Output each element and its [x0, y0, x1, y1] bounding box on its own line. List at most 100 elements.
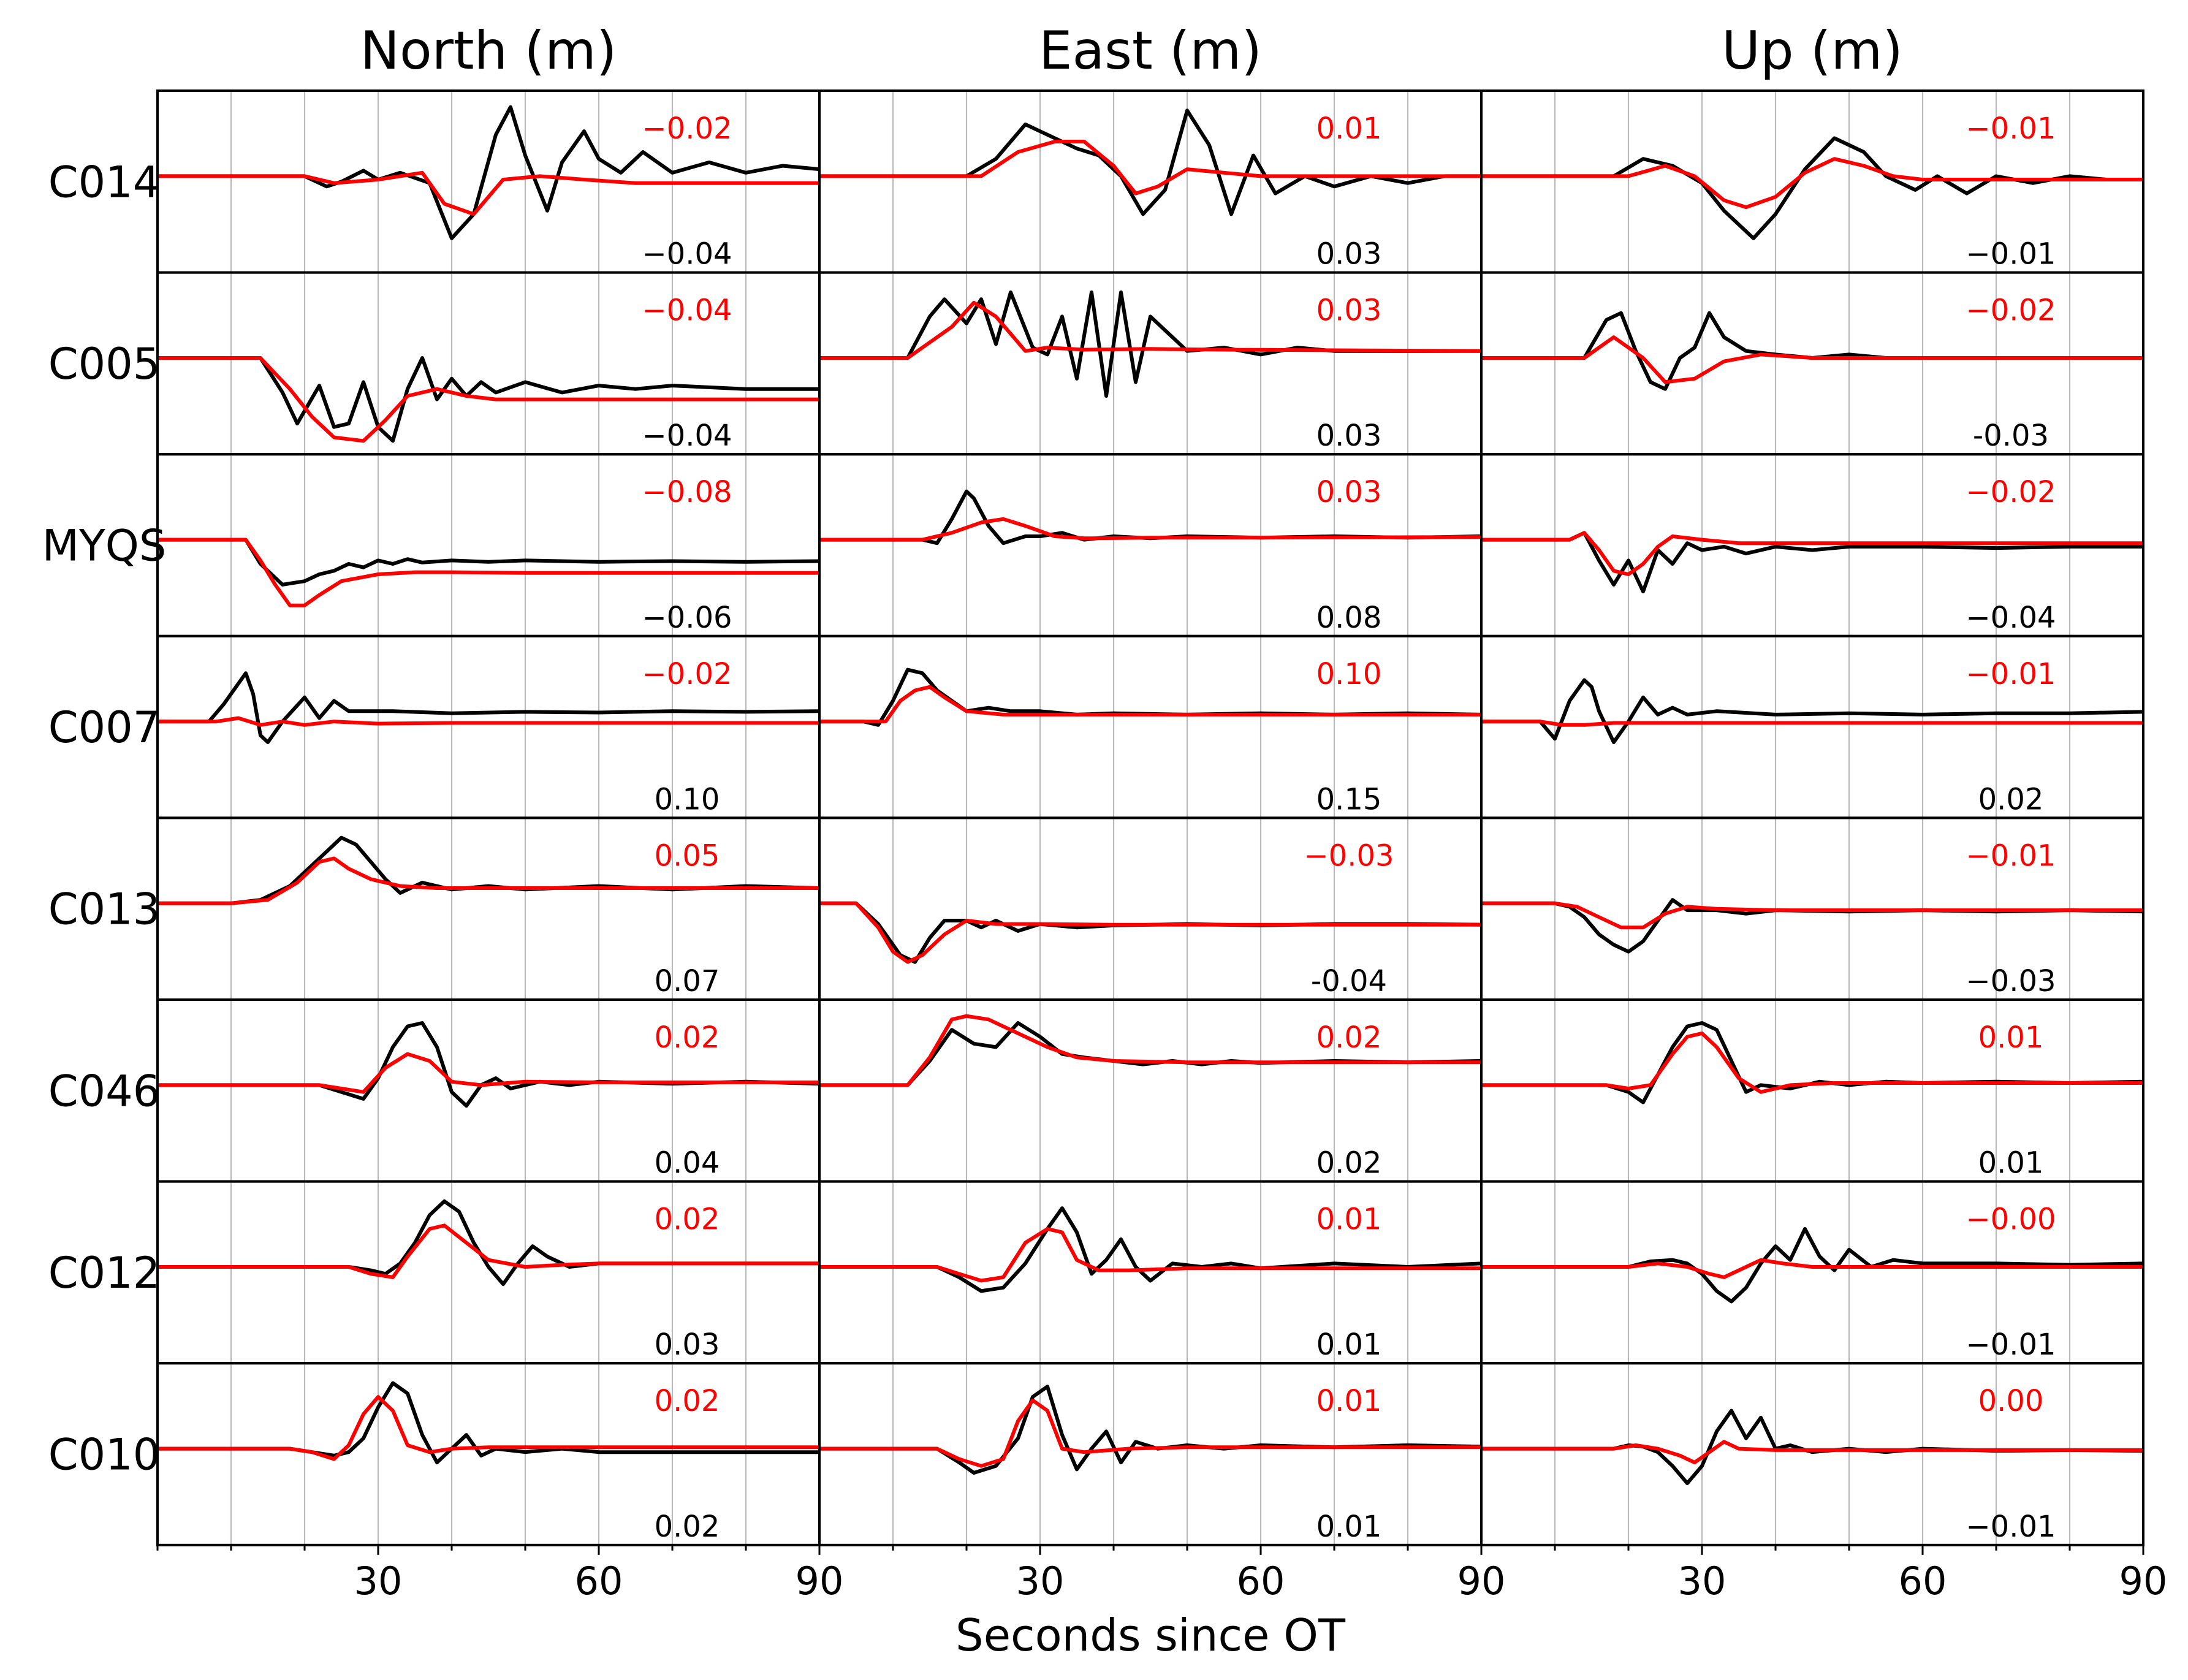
- x-tick-label: 30: [354, 1559, 403, 1603]
- observed-trace: [819, 290, 1481, 398]
- synthetic-trace: [1481, 335, 2143, 384]
- peak-value-observed: -0.04: [1311, 964, 1387, 998]
- panel-c013-north: 0.05 0.07: [156, 816, 821, 1002]
- x-tick-label: 90: [2119, 1559, 2168, 1603]
- x-tick-label: 90: [796, 1559, 844, 1603]
- panel-frame: [818, 634, 1483, 819]
- observed-trace: [158, 835, 820, 905]
- peak-value-synthetic: 0.03: [1316, 475, 1382, 509]
- peak-value-synthetic: 0.10: [1316, 657, 1382, 691]
- observed-trace: [158, 1199, 819, 1287]
- peak-value-synthetic: 0.01: [1316, 1384, 1382, 1418]
- peak-value-synthetic: −0.01: [1966, 657, 2056, 691]
- station-label-c007: C007: [48, 702, 161, 753]
- peak-value-synthetic: −0.01: [1966, 112, 2056, 146]
- panel-c005-east: 0.03 0.03: [818, 271, 1483, 456]
- panel-frame: [818, 1180, 1483, 1365]
- x-tick-label: 60: [1237, 1559, 1285, 1603]
- panel-frame: [818, 453, 1483, 637]
- observed-trace: [158, 105, 820, 240]
- observed-trace: [819, 667, 1482, 727]
- panel-c046-east: 0.02 0.02: [818, 998, 1483, 1183]
- observed-trace: [819, 1385, 1482, 1475]
- peak-value-observed: −0.06: [642, 601, 732, 635]
- observed-trace: [158, 1021, 820, 1108]
- synthetic-trace: [819, 1227, 1481, 1283]
- station-label-c014: C014: [48, 157, 161, 207]
- synthetic-trace: [1481, 720, 2143, 727]
- column-title-north: North (m): [360, 20, 617, 82]
- panel-c007-east: 0.10 0.15: [818, 634, 1483, 819]
- observed-trace: [1481, 136, 2143, 240]
- panel-c005-up: −0.02 -0.03: [1480, 271, 2144, 456]
- peak-value-observed: 0.01: [1316, 1328, 1382, 1362]
- peak-value-observed: 0.02: [1978, 782, 2044, 816]
- station-label-c013: C013: [48, 884, 161, 935]
- x-tick-label: 30: [1016, 1559, 1065, 1603]
- peak-value-observed: 0.04: [655, 1146, 720, 1180]
- x-tick-label: 60: [575, 1559, 623, 1603]
- peak-value-observed: 0.02: [1316, 1146, 1382, 1180]
- observed-trace: [819, 1021, 1482, 1087]
- peak-value-synthetic: −0.02: [1966, 294, 2056, 328]
- peak-value-synthetic: 0.03: [1316, 294, 1382, 328]
- peak-value-synthetic: 0.02: [1316, 1021, 1382, 1055]
- peak-value-observed: 0.15: [1316, 782, 1382, 816]
- peak-value-synthetic: −0.02: [642, 657, 732, 691]
- x-axis: 30 60 90 30 60 90 30 60 90: [156, 1545, 2168, 1603]
- peak-value-observed: -0.03: [1973, 419, 2049, 453]
- observed-trace: [158, 538, 820, 587]
- peak-value-synthetic: 0.01: [1316, 112, 1382, 146]
- panel-c010-north: 0.02 0.02: [156, 1362, 821, 1546]
- panel-c010-up: 0.00 −0.01: [1480, 1362, 2144, 1546]
- peak-value-observed: −0.01: [1966, 1328, 2056, 1362]
- panel-c007-up: −0.01 0.02: [1480, 634, 2144, 819]
- peak-value-synthetic: −0.04: [642, 294, 732, 328]
- synthetic-trace: [1481, 1258, 2143, 1279]
- panel-c010-east: 0.01 0.01: [818, 1362, 1483, 1546]
- observed-trace: [819, 901, 1482, 964]
- synthetic-trace: [158, 1223, 819, 1279]
- station-label-c046: C046: [48, 1066, 161, 1116]
- peak-value-observed: −0.01: [1966, 237, 2056, 272]
- panel-c005-north: −0.04 −0.04: [156, 271, 821, 456]
- station-label-c012: C012: [48, 1248, 161, 1298]
- observed-trace: [1481, 531, 2143, 594]
- observed-trace: [158, 356, 819, 443]
- panel-frame: [156, 816, 821, 1002]
- panel-myqs-east: 0.03 0.08: [818, 453, 1483, 637]
- panel-myqs-north: −0.08 −0.06: [156, 453, 821, 637]
- panel-frame: [818, 89, 1483, 274]
- synthetic-trace: [158, 356, 819, 443]
- peak-value-synthetic: −0.02: [1966, 475, 2056, 509]
- peak-value-observed: −0.04: [1966, 601, 2056, 635]
- panel-c012-east: 0.01 0.01: [818, 1180, 1483, 1365]
- synthetic-trace: [158, 856, 819, 905]
- peak-value-observed: 0.02: [655, 1510, 720, 1544]
- station-label-c010: C010: [48, 1430, 161, 1480]
- panel-frame: [156, 998, 821, 1183]
- synthetic-trace: [819, 300, 1482, 360]
- peak-value-observed: 0.08: [1316, 601, 1382, 635]
- synthetic-trace: [819, 901, 1481, 964]
- peak-value-synthetic: 0.00: [1978, 1384, 2044, 1418]
- panels-grid: −0.02 −0.04 0.01 0.03 −0.01 −0.01 −0.04 −0.04 0.…: [156, 89, 2144, 1546]
- peak-value-observed: −0.04: [642, 237, 732, 272]
- x-tick-label: 60: [1899, 1559, 1947, 1603]
- panel-c007-north: −0.02 0.10: [156, 634, 821, 819]
- observed-trace: [158, 671, 820, 744]
- observed-trace: [1481, 1227, 2144, 1304]
- observed-trace: [819, 489, 1482, 545]
- panel-c012-up: −0.00 −0.01: [1480, 1180, 2144, 1365]
- peak-value-synthetic: 0.02: [655, 1021, 720, 1055]
- peak-value-observed: 0.03: [1316, 419, 1382, 453]
- peak-value-observed: 0.01: [1978, 1146, 2044, 1180]
- synthetic-trace: [1481, 531, 2143, 576]
- panel-frame: [1480, 998, 2144, 1183]
- station-label-myqs: MYQS: [42, 521, 167, 571]
- peak-value-observed: 0.03: [1316, 237, 1382, 272]
- panel-frame: [818, 1362, 1483, 1546]
- synthetic-trace: [158, 716, 819, 727]
- peak-value-observed: 0.07: [655, 964, 720, 998]
